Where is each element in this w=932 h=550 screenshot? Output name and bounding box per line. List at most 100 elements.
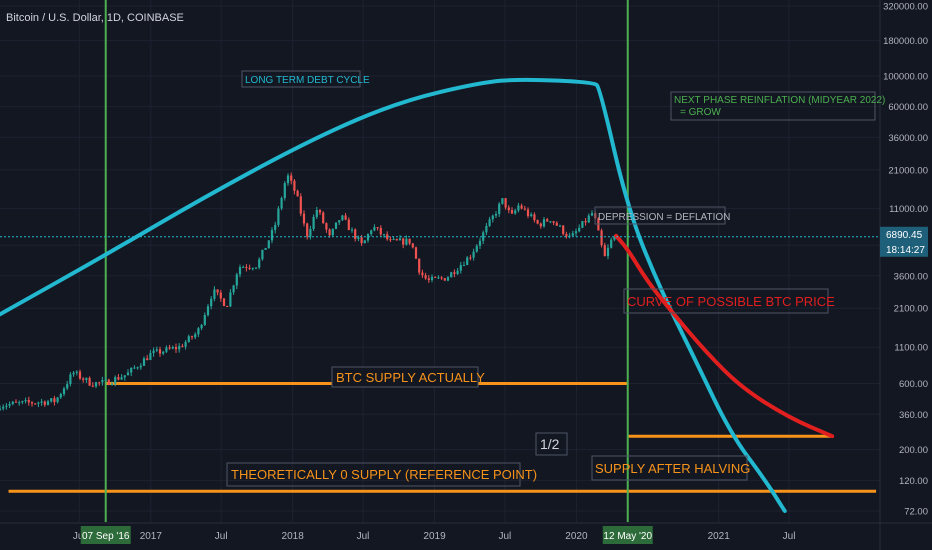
candle-body [514, 210, 517, 214]
candle-body [270, 229, 274, 241]
x-tick-label: 2021 [708, 531, 731, 542]
candle-body [229, 292, 232, 307]
candle-body [62, 388, 66, 394]
supply-after-halving-label: SUPPLY AFTER HALVING [595, 461, 750, 476]
candle-body [354, 229, 357, 239]
candle-body [382, 234, 386, 236]
candle-body [290, 175, 293, 181]
candle-body [5, 405, 8, 407]
candle-body [584, 221, 587, 223]
zero-supply-label: THEORETICALLY 0 SUPPLY (REFERENCE POINT) [231, 467, 537, 482]
candle-body [565, 233, 568, 237]
current-price-value: 6890.45 [886, 230, 923, 241]
candle-body [530, 214, 533, 217]
candle-body [299, 196, 302, 214]
y-tick-label: 100000.00 [883, 71, 928, 82]
candle-body [494, 214, 498, 216]
candle-body [216, 289, 219, 293]
x-tick-label: Jul [499, 531, 512, 542]
candle-body [235, 274, 238, 286]
possible-btc-price-curve [614, 233, 835, 439]
candle-body [43, 401, 46, 405]
candle-body [402, 238, 405, 245]
countdown-timer: 18:14:27 [886, 245, 925, 256]
annotation-depression: DEPRESSION = DEFLATION [594, 206, 730, 225]
candle-body [69, 374, 72, 385]
annotation-supply-after-halving: SUPPLY AFTER HALVING [591, 455, 750, 481]
candle-body [539, 223, 542, 227]
y-tick-label: 360.00 [899, 410, 928, 421]
candle-body [40, 401, 43, 403]
debt-cycle-curve [0, 77, 787, 514]
candle-body [331, 228, 334, 236]
candle-body [408, 238, 411, 244]
y-tick-label: 1100.00 [894, 343, 928, 354]
candle-body [613, 236, 616, 240]
candle-body [328, 229, 331, 236]
candle-body [357, 237, 360, 239]
candle-body [53, 398, 56, 403]
candle-body [130, 367, 133, 373]
marker-date-label: 07 Sep '16 [82, 531, 130, 542]
candle-body [405, 238, 408, 245]
candle-body [373, 227, 376, 231]
candle-body [510, 210, 514, 214]
candle-body [581, 221, 584, 228]
candle-body [66, 384, 69, 389]
y-tick-label: 320000.00 [883, 2, 928, 13]
candle-body [46, 401, 50, 405]
candle-body [171, 347, 174, 349]
candle-body [56, 397, 59, 403]
candle-body [546, 219, 549, 222]
candle-body [264, 247, 267, 250]
candle-body [309, 229, 312, 237]
candle-body [158, 349, 162, 354]
candle-body [213, 289, 216, 299]
candle-body [360, 237, 363, 244]
candle-body [341, 215, 344, 221]
candle-body [280, 197, 283, 209]
candle-body [277, 208, 280, 225]
candle-body [123, 375, 126, 378]
y-tick-label: 120.00 [899, 476, 928, 487]
half-label: 1/2 [540, 436, 560, 452]
candle-body [190, 336, 194, 338]
candle-body [312, 216, 315, 230]
candle-body [498, 203, 501, 215]
candle-body [165, 347, 168, 352]
candle-body [462, 265, 466, 267]
candle-body [533, 214, 536, 221]
candle-body [72, 372, 75, 375]
y-tick-label: 2100.00 [894, 304, 928, 315]
candle-body [434, 276, 437, 278]
candle-body [267, 240, 270, 248]
candle-body [376, 227, 379, 229]
grid-lines [0, 0, 880, 522]
marker-date-box [602, 526, 653, 544]
candle-body [82, 378, 85, 380]
candle-body [459, 265, 462, 271]
candle-body [587, 215, 590, 223]
candle-body [232, 285, 235, 293]
candle-body [386, 234, 389, 240]
annotation-next-phase: NEXT PHASE REINFLATION (MIDYEAR 2022) = … [670, 91, 885, 121]
candle-body [142, 358, 146, 366]
y-tick-label: 36000.00 [888, 133, 928, 144]
candle-body [238, 267, 242, 275]
candle-body [440, 277, 443, 279]
candle-body [261, 249, 264, 260]
x-tick-label: Jul [357, 531, 370, 542]
candle-body [91, 385, 94, 387]
candle-body [590, 213, 594, 216]
candle-body [558, 225, 562, 227]
candle-body [120, 377, 123, 380]
candle-body [8, 403, 11, 406]
candle-body [168, 347, 171, 349]
candle-body [338, 220, 341, 223]
candle-body [520, 205, 523, 209]
candle-body [562, 225, 565, 234]
candle-body [578, 227, 581, 232]
annotation-btc-supply: BTC SUPPLY ACTUALLY [331, 366, 485, 388]
candle-body [555, 222, 558, 226]
